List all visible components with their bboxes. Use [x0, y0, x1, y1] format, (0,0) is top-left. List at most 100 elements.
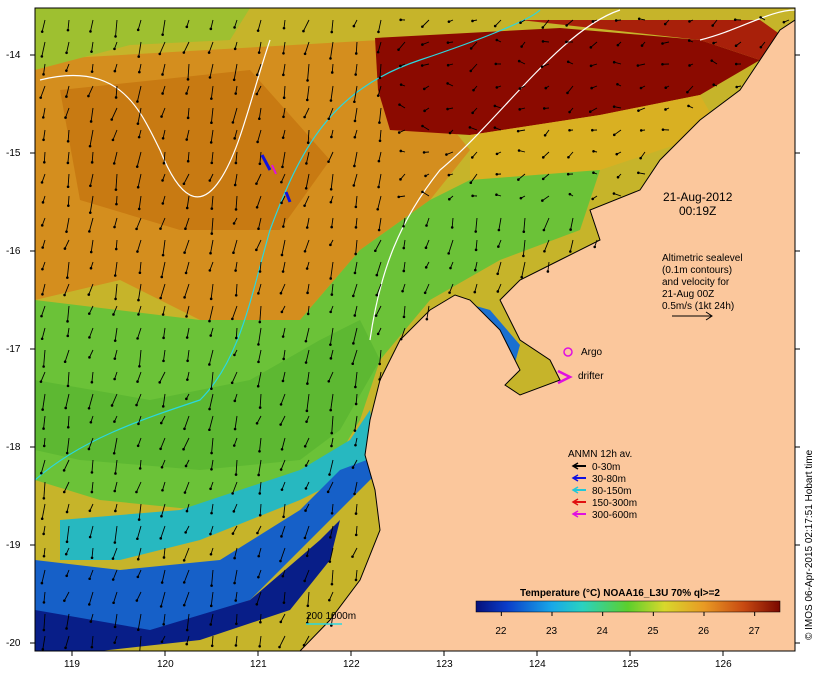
velocity-arrow-head [113, 420, 116, 423]
velocity-arrow-head [541, 156, 545, 159]
velocity-arrow [41, 19, 46, 32]
velocity-arrow [162, 129, 166, 139]
velocity-arrow-head [326, 490, 330, 494]
velocity-arrow-head [759, 16, 762, 19]
velocity-arrow [307, 63, 310, 81]
lon-tick: 119 [64, 659, 80, 670]
velocity-arrow-head [565, 40, 568, 44]
velocity-arrow [210, 591, 214, 606]
velocity-arrow-head [90, 161, 94, 164]
velocity-arrow-head [232, 510, 236, 513]
velocity-arrow-head [113, 69, 117, 73]
velocity-arrow [307, 283, 310, 293]
velocity-arrow-head [398, 103, 401, 106]
velocity-arrow [138, 41, 142, 57]
velocity-arrow [544, 239, 550, 252]
velocity-arrow-head [353, 271, 357, 275]
velocity-arrow [211, 635, 214, 646]
velocity-arrow [40, 459, 46, 474]
lat-tick: -20 [6, 638, 21, 649]
velocity-arrow-head [161, 202, 165, 205]
velocity-arrow-head [113, 377, 116, 381]
velocity-arrow [90, 239, 94, 253]
velocity-arrow [235, 327, 238, 338]
velocity-arrow [303, 635, 310, 646]
lon-tick: 121 [250, 659, 267, 670]
velocity-arrow [280, 547, 286, 562]
velocity-arrow [88, 217, 94, 232]
velocity-arrow-head [42, 73, 45, 76]
velocity-arrow [256, 415, 262, 424]
velocity-arrow-head [39, 380, 43, 383]
velocity-arrow-head [420, 64, 424, 67]
velocity-arrow [305, 173, 310, 189]
velocity-arrow-head [448, 197, 451, 201]
velocity-arrow [233, 239, 238, 253]
velocity-arrow [331, 283, 334, 295]
velocity-arrow-head [493, 126, 497, 129]
velocity-arrow-head [43, 161, 46, 164]
velocity-arrow-head [110, 118, 114, 121]
velocity-arrow-head [546, 270, 550, 273]
velocity-arrow [137, 19, 142, 30]
velocity-arrow [497, 283, 502, 292]
velocity-arrow-head [306, 141, 310, 145]
velocity-arrow-head [137, 313, 140, 316]
velocity-arrow [426, 217, 430, 226]
velocity-arrow [614, 129, 622, 136]
velocity-arrow-head [327, 160, 330, 163]
velocity-arrow-head [67, 204, 70, 207]
velocity-arrow [304, 525, 310, 539]
velocity-arrow-head [663, 22, 667, 26]
velocity-arrow-head [517, 149, 521, 152]
velocity-arrow [542, 151, 550, 158]
velocity-arrow [281, 481, 286, 490]
velocity-arrow [183, 591, 190, 606]
velocity-arrow [352, 547, 358, 557]
velocity-arrow-head [354, 52, 358, 55]
velocity-arrow [283, 19, 286, 29]
velocity-arrow-head [664, 86, 668, 90]
velocity-arrow-head [183, 491, 187, 494]
velocity-arrow-head [66, 384, 70, 388]
velocity-arrow [187, 349, 190, 361]
velocity-arrow-head [257, 51, 261, 54]
velocity-arrow-head [89, 30, 92, 33]
velocity-arrow [160, 217, 166, 229]
velocity-arrow-head [280, 310, 284, 314]
velocity-arrow [137, 173, 142, 188]
velocity-arrow-head [519, 196, 523, 200]
velocity-arrow [208, 41, 214, 53]
velocity-arrow [67, 19, 70, 31]
velocity-arrow-head [257, 292, 260, 295]
velocity-arrow [259, 305, 262, 323]
velocity-arrow-head [41, 408, 44, 411]
velocity-arrow [378, 151, 382, 162]
velocity-arrow-head [209, 141, 213, 144]
velocity-arrow [41, 217, 46, 226]
velocity-arrow [65, 85, 70, 97]
velocity-arrow-head [354, 385, 357, 389]
velocity-arrow-head [89, 184, 92, 188]
velocity-arrow-head [541, 26, 545, 29]
velocity-arrow-head [592, 149, 595, 153]
velocity-arrow-head [591, 128, 594, 132]
lon-tick: 125 [622, 659, 639, 670]
velocity-arrow-head [279, 403, 283, 406]
velocity-arrow [257, 129, 262, 143]
velocity-arrow [66, 217, 70, 232]
velocity-arrow-head [543, 249, 546, 253]
velocity-arrow-head [423, 109, 426, 113]
velocity-arrow [232, 525, 238, 534]
velocity-arrow-head [40, 337, 44, 341]
velocity-arrow-head [640, 44, 644, 47]
date-text: 21-Aug-2012 [663, 190, 733, 204]
velocity-arrow [235, 151, 238, 163]
velocity-arrow-head [233, 556, 236, 560]
velocity-arrow-head [160, 640, 164, 644]
velocity-arrow-head [112, 451, 116, 455]
velocity-arrow [374, 239, 382, 251]
lat-tick: -14 [6, 50, 21, 61]
velocity-arrow [137, 547, 142, 560]
